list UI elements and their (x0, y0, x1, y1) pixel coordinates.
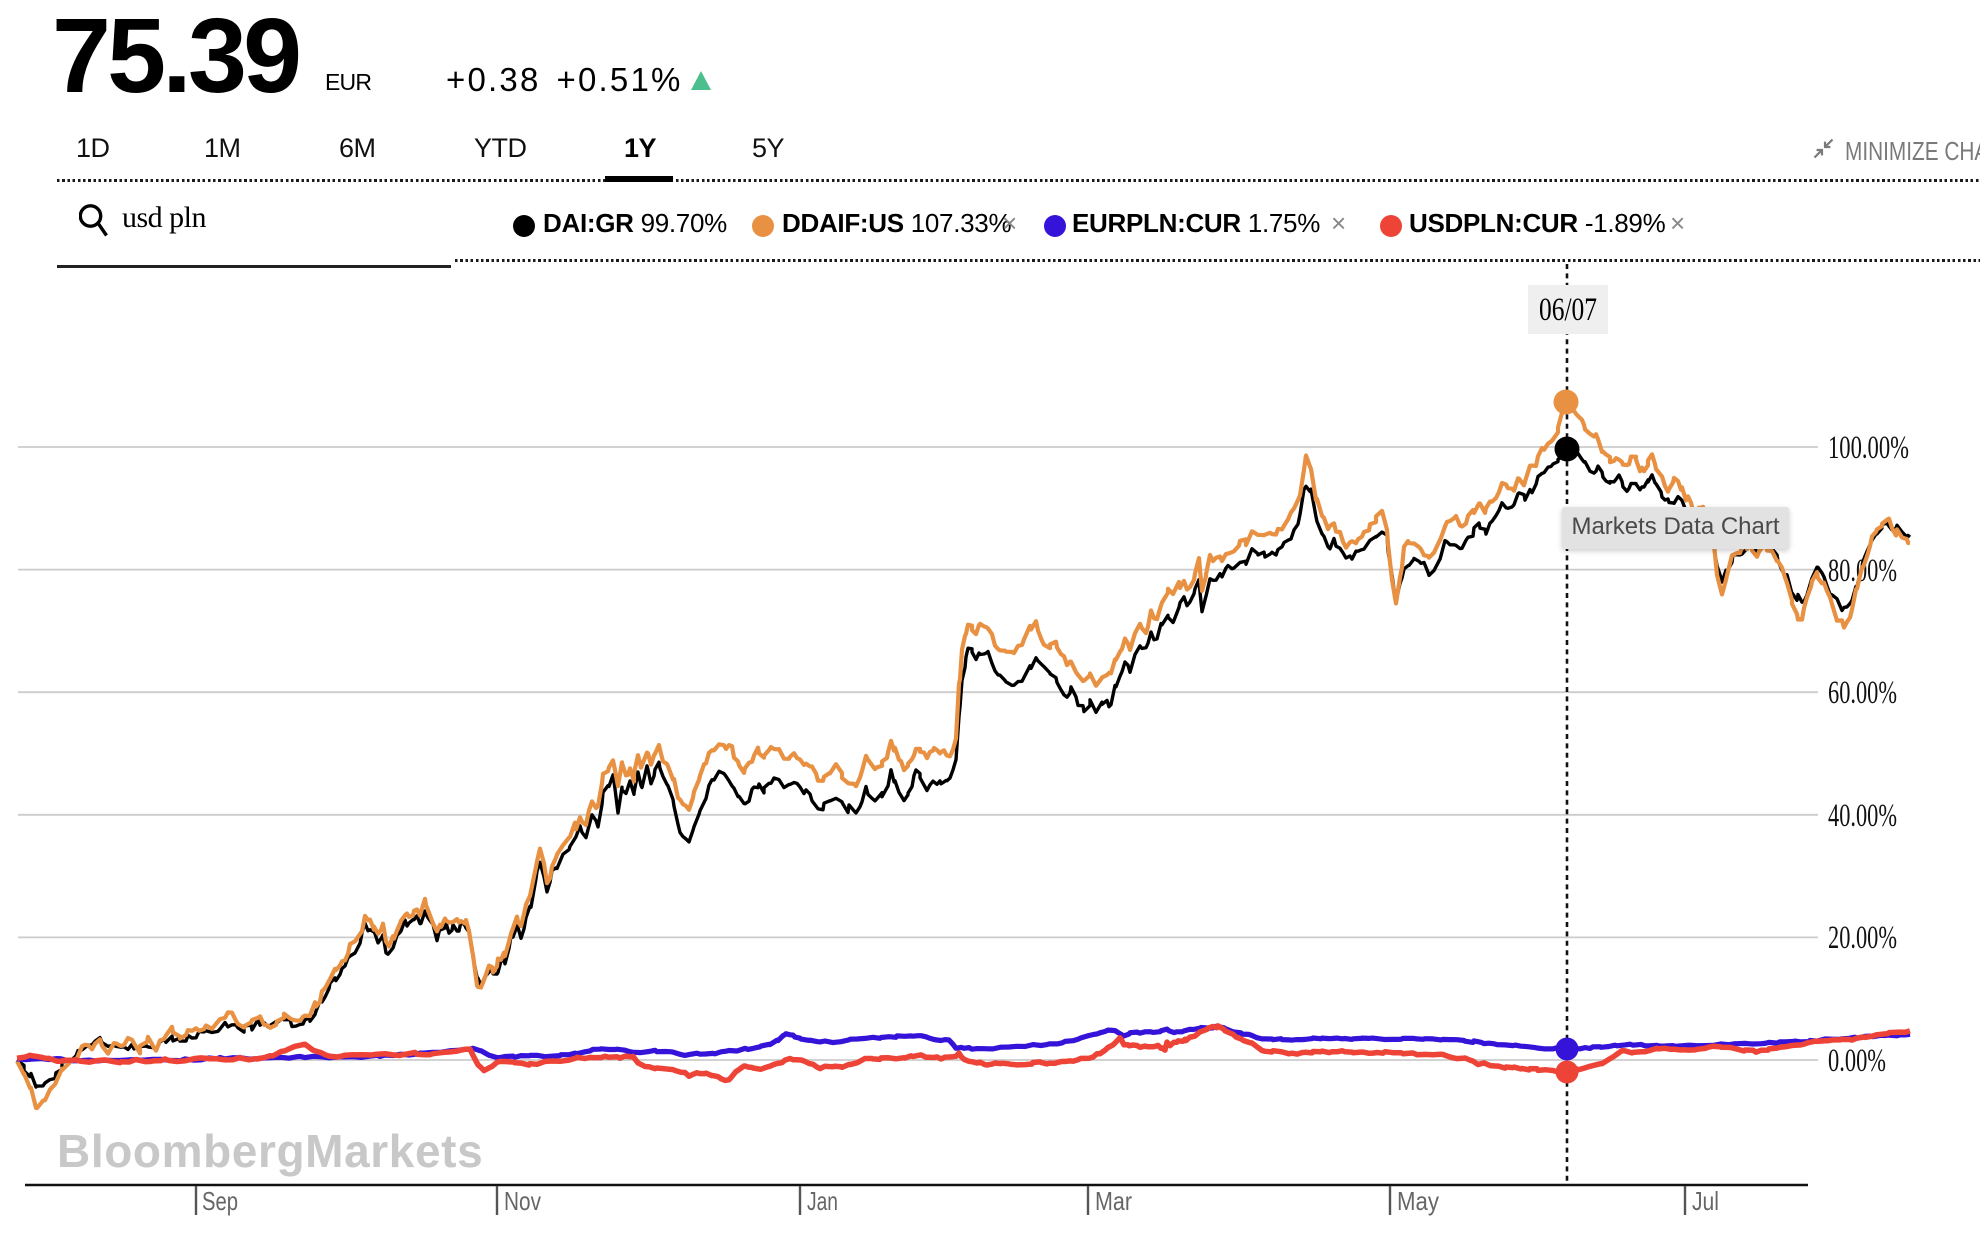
svg-text:20.00%: 20.00% (1828, 920, 1897, 956)
svg-text:06/07: 06/07 (1539, 292, 1597, 328)
svg-text:Nov: Nov (504, 1186, 541, 1216)
svg-text:0.00%: 0.00% (1828, 1043, 1886, 1079)
svg-text:Sep: Sep (202, 1186, 238, 1216)
svg-text:Jul: Jul (1692, 1186, 1719, 1216)
svg-text:100.00%: 100.00% (1828, 430, 1909, 466)
svg-text:Jan: Jan (807, 1186, 838, 1216)
svg-text:BloombergMarkets: BloombergMarkets (57, 1125, 483, 1177)
svg-text:40.00%: 40.00% (1828, 798, 1897, 834)
svg-text:60.00%: 60.00% (1828, 675, 1897, 711)
svg-text:May: May (1397, 1186, 1439, 1216)
svg-text:Mar: Mar (1095, 1186, 1132, 1216)
